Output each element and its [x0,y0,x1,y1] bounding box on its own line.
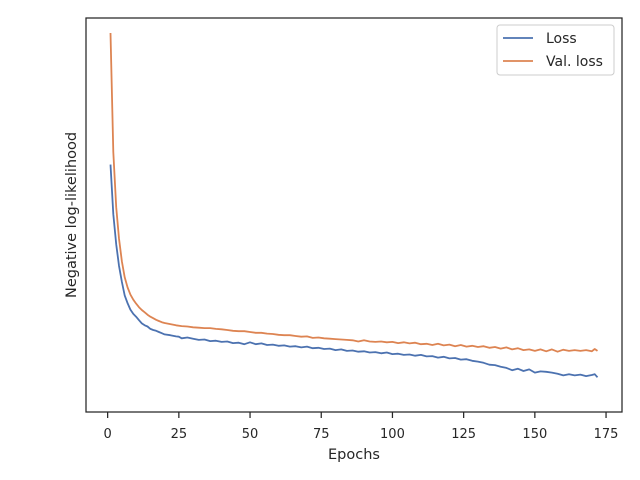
legend: Loss Val. loss [496,24,615,76]
x-tick-label: 125 [451,427,476,442]
x-tick-label: 25 [171,427,188,442]
x-axis-label: Epochs [328,447,380,463]
x-tick-label: 150 [522,427,547,442]
x-axis-ticks: 0 25 50 75 100 125 150 175 [104,412,619,442]
series-line-val-loss [109,32,599,353]
x-tick-label: 0 [104,427,112,442]
legend-label-loss: Loss [546,31,577,47]
x-tick-label: 75 [313,427,330,442]
axes-frame [85,17,623,413]
series-lines [109,32,599,378]
x-tick-label: 175 [594,427,619,442]
x-tick-label: 50 [242,427,259,442]
y-axis-label: Negative log-likelihood [64,132,80,298]
x-tick-label: 100 [380,427,405,442]
legend-label-val-loss: Val. loss [546,54,603,70]
plot-area [85,17,623,413]
series-line-loss [109,164,599,378]
